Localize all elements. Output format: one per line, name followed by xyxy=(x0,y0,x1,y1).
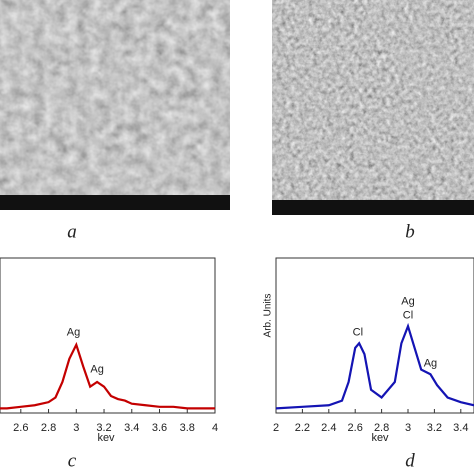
x-tick-label: 2.6 xyxy=(13,422,28,434)
panel-label: d xyxy=(405,450,415,471)
x-tick-label: 2.6 xyxy=(348,422,363,434)
x-tick-label: 3.4 xyxy=(124,422,139,434)
plot-frame xyxy=(275,257,474,414)
peak-label: Cl xyxy=(353,326,363,338)
sem-image-b xyxy=(272,0,474,200)
x-tick-label: 2.8 xyxy=(41,422,56,434)
sem-image-a xyxy=(0,0,230,195)
x-tick-label: 3 xyxy=(405,422,411,434)
x-axis-label: kev xyxy=(371,432,389,444)
x-tick-label: 3.2 xyxy=(96,422,111,434)
sem-info-bar xyxy=(272,200,474,215)
x-tick-label: 2 xyxy=(273,422,279,434)
peak-label: Cl xyxy=(403,309,413,321)
y-axis-label: Arb. Units xyxy=(263,294,274,338)
x-tick-label: 3.4 xyxy=(453,422,468,434)
x-tick-label: 4 xyxy=(212,422,218,434)
x-axis-label: kev xyxy=(97,432,115,444)
panel-label: b xyxy=(405,221,415,242)
peak-label: Ag xyxy=(90,364,103,376)
sem-info-bar xyxy=(0,195,230,210)
x-tick-label: 3.8 xyxy=(180,422,195,434)
peak-label: Ag xyxy=(424,357,437,369)
x-tick-label: 2.8 xyxy=(374,422,389,434)
x-tick-label: 3 xyxy=(73,422,79,434)
plot-frame xyxy=(0,257,216,414)
peak-label: Ag xyxy=(401,295,414,307)
spectrum-line xyxy=(275,322,474,410)
peak-label: Ag xyxy=(67,326,80,338)
x-tick-label: 3.2 xyxy=(427,422,442,434)
x-tick-label: 3.6 xyxy=(152,422,167,434)
x-tick-label: 2.2 xyxy=(295,422,310,434)
panel-label: c xyxy=(68,450,77,471)
spectrum-line xyxy=(0,341,215,410)
panel-label: a xyxy=(67,221,77,242)
x-tick-label: 2.4 xyxy=(321,422,336,434)
